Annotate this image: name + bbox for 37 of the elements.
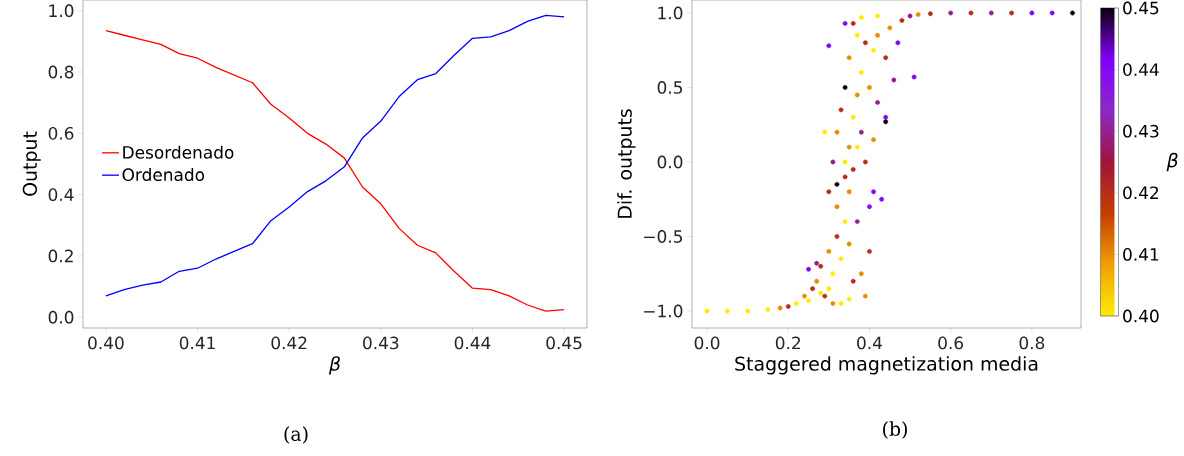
color-bar-title: β — [1166, 152, 1178, 172]
color-bar-label: 0.44 — [1123, 63, 1159, 76]
y-tick-label: 0.0 — [48, 310, 74, 324]
x-tick-label: 0.0 — [694, 336, 720, 350]
y-tick-label: 1.0 — [49, 4, 74, 18]
legend-label: Ordenado — [122, 167, 205, 182]
x-tick-label: 0.2 — [775, 336, 801, 350]
x-tick-label: 0.45 — [546, 336, 582, 350]
x-axis-title: β — [328, 356, 340, 375]
x-tick-label: 0.41 — [179, 336, 215, 350]
x-axis-title: Staggered magnetization media — [735, 356, 1038, 375]
color-bar-label: 0.45 — [1123, 1, 1159, 15]
y-tick-label: −1.0 — [644, 304, 683, 318]
x-tick-label: 0.44 — [454, 336, 491, 350]
y-tick-label: 0.2 — [48, 249, 73, 263]
y-tick-label: 0.6 — [48, 126, 74, 140]
x-tick-label: 0.6 — [938, 336, 964, 350]
color-bar-label: 0.42 — [1123, 186, 1159, 200]
x-tick-label: 0.40 — [88, 336, 124, 350]
color-bar-label: 0.43 — [1123, 124, 1159, 138]
x-tick-label: 0.4 — [857, 336, 882, 350]
y-tick-label: −0.5 — [644, 230, 683, 243]
y-tick-label: 0.5 — [657, 81, 683, 94]
y-axis-title: Output — [22, 131, 41, 196]
y-axis-title: Dif. outputs — [617, 109, 636, 218]
x-tick-label: 0.43 — [363, 336, 399, 350]
y-tick-label: 1.0 — [658, 6, 683, 20]
text: (b) — [883, 421, 907, 439]
color-bar-label: 0.40 — [1123, 309, 1159, 323]
x-tick-label: 0.8 — [1019, 336, 1045, 350]
x-tick-label: 0.42 — [271, 336, 307, 350]
legend-label: Desordenado — [123, 145, 234, 159]
y-tick-label: 0.0 — [657, 155, 683, 169]
color-bar-label: 0.41 — [1123, 247, 1159, 261]
y-tick-label: 0.8 — [48, 65, 74, 79]
text: (a) — [284, 426, 308, 444]
y-tick-label: 0.4 — [48, 188, 74, 202]
